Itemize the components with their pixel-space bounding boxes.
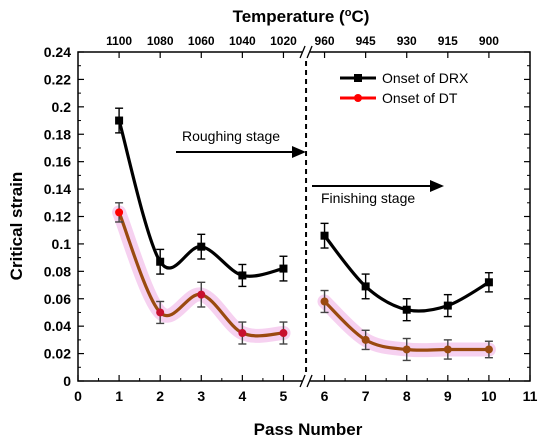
y-tick-label: 0.1 — [52, 236, 72, 252]
finishing-arrow-head — [430, 180, 444, 192]
top-tick-label: 945 — [356, 34, 376, 48]
series-drx — [115, 107, 493, 322]
x-tick-label: 4 — [238, 388, 246, 404]
top-axis-label-main: Temperature ( — [233, 7, 345, 26]
top-axis-label-degree: o — [345, 7, 352, 19]
top-tick-label: 1100 — [106, 34, 132, 48]
x-axis-label: Pass Number — [254, 420, 363, 439]
top-axis-label: Temperature (oC) — [233, 7, 370, 26]
x-tick-label: 11 — [523, 388, 538, 404]
y-tick-label: 0.08 — [44, 263, 71, 279]
data-point — [320, 297, 329, 306]
y-tick-label: 0.14 — [44, 181, 71, 197]
break-gap — [302, 376, 311, 386]
y-tick-label: 0.2 — [52, 99, 72, 115]
y-axis-label: Critical strain — [7, 172, 26, 281]
break-gap — [302, 47, 311, 57]
series-dt — [112, 202, 496, 362]
plot-frame — [77, 51, 531, 382]
top-tick-label: 1080 — [147, 34, 174, 48]
legend-marker — [354, 74, 362, 82]
axis-break — [299, 45, 313, 388]
legend-marker — [354, 94, 362, 102]
annotation-roughing: Roughing stage — [182, 128, 280, 144]
x-tick-label: 2 — [156, 388, 164, 404]
x-tick-label: 3 — [197, 388, 205, 404]
top-tick-label: 930 — [397, 34, 417, 48]
top-tick-label: 1020 — [270, 34, 297, 48]
data-point — [361, 282, 370, 291]
series-line — [117, 211, 284, 338]
annotation-layer: Roughing stage Finishing stage — [176, 128, 444, 206]
data-point — [238, 329, 247, 338]
data-point — [402, 305, 411, 314]
y-tick-label: 0.24 — [44, 44, 71, 60]
data-point — [443, 345, 452, 354]
roughing-arrow-head — [292, 146, 306, 158]
top-tick-label: 1060 — [188, 34, 215, 48]
x-tick-label: 1 — [115, 388, 123, 404]
x-tick-label: 0 — [74, 388, 82, 404]
data-point — [279, 264, 288, 273]
top-tick-label: 1040 — [229, 34, 256, 48]
data-point — [361, 335, 370, 344]
legend: Onset of DRX Onset of DT — [340, 70, 469, 106]
y-tick-label: 0.18 — [44, 126, 71, 142]
data-point — [115, 208, 124, 217]
data-point — [156, 257, 165, 266]
data-point — [156, 308, 165, 317]
x-tick-label: 7 — [362, 388, 370, 404]
data-point — [443, 301, 452, 310]
top-tick-label: 915 — [438, 34, 458, 48]
x-axis: 0 1 2 3 4 5 6 7 8 9 10 11 — [74, 375, 538, 404]
annotation-finishing: Finishing stage — [321, 190, 415, 206]
y-tick-label: 0.12 — [44, 209, 71, 225]
y-tick-label: 0.04 — [44, 318, 71, 334]
data-point — [484, 278, 493, 287]
plot-border — [77, 51, 531, 382]
data-point — [238, 271, 247, 280]
data-point — [402, 345, 411, 354]
break-mark — [306, 45, 313, 59]
data-point — [197, 242, 206, 251]
series-line — [117, 120, 284, 278]
top-tick-label: 900 — [479, 34, 499, 48]
x-tick-label: 8 — [403, 388, 411, 404]
series-layer — [112, 107, 496, 362]
y-tick-label: 0.02 — [44, 346, 71, 362]
top-axis-label-unit: C) — [351, 7, 369, 26]
data-point — [320, 231, 329, 240]
break-mark — [299, 45, 306, 59]
y-tick-label: 0 — [63, 373, 71, 389]
data-point — [197, 290, 206, 299]
x-tick-label: 9 — [444, 388, 452, 404]
top-axis: 1100 1080 1060 1040 1020 960 945 930 915 900 — [106, 34, 499, 58]
legend-item: Onset of DT — [340, 90, 458, 106]
x-tick-label: 5 — [280, 388, 288, 404]
break-mark — [306, 374, 313, 388]
data-point — [279, 329, 288, 338]
y-tick-label: 0.06 — [44, 291, 71, 307]
data-point — [484, 345, 493, 354]
x-tick-label: 6 — [321, 388, 329, 404]
legend-label: Onset of DT — [382, 90, 458, 106]
top-tick-label: 960 — [315, 34, 335, 48]
data-point — [115, 116, 124, 125]
break-mark — [299, 374, 306, 388]
y-tick-label: 0.16 — [44, 154, 71, 170]
legend-item: Onset of DRX — [340, 70, 469, 86]
y-axis: 0 0.02 0.04 0.06 0.08 0.1 0.12 0.14 0.16 0.18 0.2 0… — [44, 44, 530, 389]
legend-label: Onset of DRX — [382, 70, 469, 86]
y-tick-label: 0.22 — [44, 71, 71, 87]
x-tick-label: 10 — [481, 388, 497, 404]
